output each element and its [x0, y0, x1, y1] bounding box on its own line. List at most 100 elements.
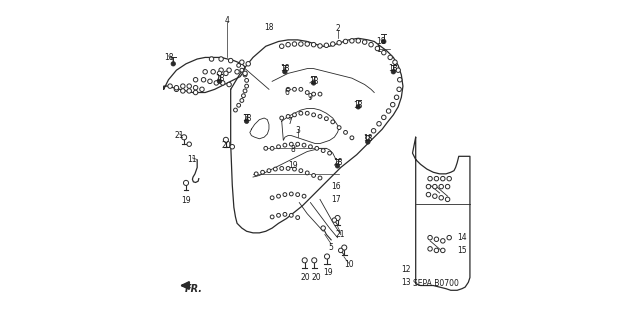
- Circle shape: [292, 113, 296, 117]
- Circle shape: [230, 145, 234, 149]
- Circle shape: [433, 184, 437, 189]
- Circle shape: [434, 176, 438, 181]
- Circle shape: [332, 218, 337, 222]
- Circle shape: [318, 176, 322, 180]
- Circle shape: [337, 126, 341, 130]
- Circle shape: [180, 89, 185, 93]
- Text: 19: 19: [181, 197, 191, 205]
- Circle shape: [296, 193, 300, 197]
- Circle shape: [254, 172, 258, 176]
- Circle shape: [193, 85, 198, 90]
- Circle shape: [356, 39, 360, 43]
- Circle shape: [273, 167, 277, 171]
- Text: 5: 5: [329, 243, 333, 252]
- Circle shape: [219, 57, 223, 61]
- Circle shape: [193, 78, 198, 82]
- Circle shape: [241, 94, 245, 98]
- Text: 2: 2: [335, 24, 340, 33]
- Text: FR.: FR.: [184, 284, 202, 294]
- Circle shape: [208, 79, 212, 84]
- Circle shape: [182, 135, 187, 140]
- Circle shape: [318, 44, 322, 48]
- Circle shape: [365, 140, 370, 144]
- Circle shape: [394, 95, 399, 100]
- Text: 7: 7: [287, 117, 292, 126]
- Circle shape: [209, 57, 214, 61]
- Circle shape: [187, 84, 191, 88]
- Circle shape: [239, 60, 244, 64]
- Circle shape: [223, 137, 228, 142]
- Text: 1: 1: [376, 45, 381, 54]
- Circle shape: [447, 176, 451, 181]
- Circle shape: [187, 89, 191, 93]
- Circle shape: [240, 99, 244, 102]
- Text: 21: 21: [336, 230, 346, 239]
- Circle shape: [234, 108, 237, 112]
- Circle shape: [381, 50, 386, 55]
- Circle shape: [244, 78, 248, 82]
- Circle shape: [214, 81, 218, 85]
- Circle shape: [397, 87, 401, 92]
- Circle shape: [305, 42, 310, 46]
- Circle shape: [193, 90, 198, 95]
- Circle shape: [321, 149, 325, 152]
- Circle shape: [283, 193, 287, 197]
- Circle shape: [302, 258, 307, 263]
- Circle shape: [365, 136, 370, 140]
- Circle shape: [339, 248, 343, 253]
- Circle shape: [218, 71, 221, 76]
- Circle shape: [296, 142, 300, 146]
- Circle shape: [445, 184, 450, 189]
- Circle shape: [426, 184, 431, 189]
- Circle shape: [244, 84, 248, 88]
- Circle shape: [335, 215, 340, 220]
- Circle shape: [286, 115, 290, 118]
- Circle shape: [299, 169, 303, 173]
- Circle shape: [440, 176, 445, 181]
- Text: 21: 21: [175, 131, 184, 140]
- Circle shape: [283, 143, 287, 147]
- Circle shape: [362, 40, 367, 44]
- Circle shape: [267, 169, 271, 173]
- Circle shape: [223, 71, 228, 76]
- Circle shape: [299, 42, 303, 46]
- Circle shape: [328, 151, 332, 155]
- Circle shape: [318, 92, 322, 96]
- Circle shape: [227, 68, 231, 72]
- Circle shape: [393, 60, 397, 64]
- Circle shape: [302, 143, 306, 147]
- Circle shape: [312, 113, 316, 117]
- Circle shape: [312, 258, 317, 263]
- Circle shape: [440, 239, 445, 243]
- Text: 8: 8: [291, 145, 295, 154]
- Circle shape: [397, 78, 402, 82]
- Circle shape: [434, 237, 438, 241]
- Circle shape: [305, 91, 309, 94]
- Circle shape: [292, 87, 296, 91]
- Circle shape: [289, 213, 293, 217]
- Circle shape: [445, 197, 450, 202]
- Circle shape: [337, 41, 341, 45]
- Circle shape: [292, 167, 296, 171]
- Text: 18: 18: [309, 77, 318, 86]
- Text: 18: 18: [215, 74, 224, 83]
- Circle shape: [299, 87, 303, 91]
- Text: 13: 13: [401, 278, 411, 287]
- Text: 4: 4: [225, 16, 230, 25]
- Circle shape: [371, 129, 376, 133]
- Text: 19: 19: [288, 161, 298, 170]
- Circle shape: [356, 105, 360, 109]
- Circle shape: [321, 226, 325, 230]
- Circle shape: [243, 89, 247, 93]
- Circle shape: [289, 192, 293, 196]
- Circle shape: [237, 63, 241, 67]
- Circle shape: [308, 145, 312, 149]
- Circle shape: [434, 248, 438, 253]
- Text: 18: 18: [164, 53, 173, 62]
- Text: 12: 12: [401, 265, 411, 274]
- Circle shape: [447, 235, 451, 240]
- Circle shape: [426, 192, 431, 197]
- Circle shape: [289, 142, 293, 146]
- Text: 18: 18: [353, 101, 363, 110]
- Circle shape: [244, 119, 249, 123]
